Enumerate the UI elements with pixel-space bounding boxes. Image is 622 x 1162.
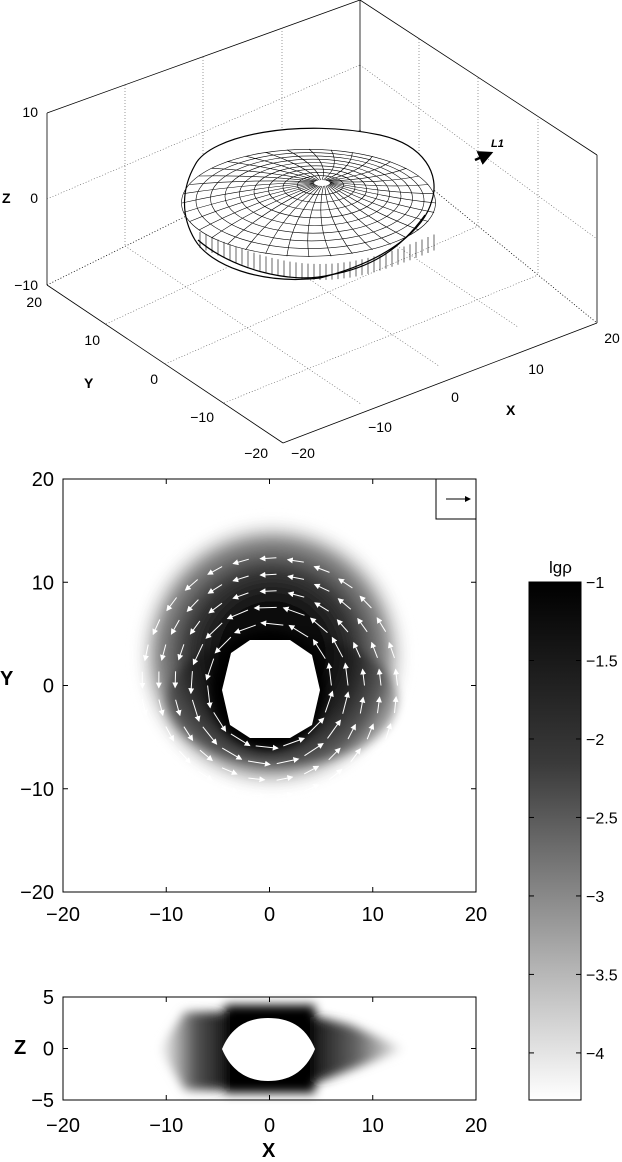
- l1-marker: L1: [475, 138, 504, 160]
- xy-density-panel: −20 −10 0 10 20 20 10 0 −10 −20 Y: [0, 469, 487, 926]
- x-tick-3d: −10: [368, 419, 392, 435]
- colorbar-tick: −2.5: [586, 810, 618, 827]
- density-isosurface: [182, 128, 437, 280]
- velocity-vector: [261, 591, 277, 592]
- x-tick-3d: 20: [604, 330, 620, 346]
- y-tick-3d: −10: [190, 409, 214, 425]
- xy-x-tick: 10: [362, 904, 384, 926]
- xy-y-tick: 0: [43, 676, 54, 698]
- x-axis-label-3d: X: [506, 402, 516, 418]
- xy-x-tick-labels: −20 −10 0 10 20: [46, 904, 487, 926]
- xy-y-tick: 20: [32, 469, 54, 491]
- y-axis-label-3d: Y: [84, 375, 94, 391]
- l1-label: L1: [491, 138, 504, 150]
- colorbar-tick: −4: [586, 1046, 604, 1063]
- reference-arrow-box: [436, 479, 476, 519]
- y-tick-labels-3d: 20 10 0 −10 −20: [26, 294, 268, 461]
- xy-x-tick: 0: [264, 904, 275, 926]
- xz-x-tick-labels: −20 −10 0 10 20: [46, 1115, 487, 1137]
- x-tick-3d: −20: [291, 445, 315, 461]
- xz-x-tick: 20: [465, 1115, 487, 1137]
- z-tick-labels-3d: 10 0 −10: [14, 104, 38, 293]
- z-tick-3d: 0: [30, 190, 38, 206]
- x-tick-3d: 10: [528, 361, 544, 377]
- xz-x-tick: −10: [149, 1115, 183, 1137]
- colorbar-tick: −2: [586, 732, 604, 749]
- xz-x-tick: 10: [362, 1115, 384, 1137]
- xz-y-tick: −5: [31, 1090, 54, 1112]
- xz-y-tick-labels: 5 0 −5: [31, 987, 54, 1112]
- xy-y-axis-label: Y: [0, 668, 14, 690]
- xz-y-tick: 0: [43, 1039, 54, 1061]
- colorbar-tick: −3.5: [586, 967, 618, 984]
- velocity-vector: [255, 607, 277, 608]
- xy-x-tick: −10: [149, 904, 183, 926]
- x-tick-labels-3d: −20 −10 0 10 20: [291, 330, 620, 461]
- xy-y-tick: −10: [20, 779, 54, 801]
- xy-y-tick-labels: 20 10 0 −10 −20: [20, 469, 54, 904]
- y-tick-3d: −20: [244, 445, 268, 461]
- colorbar-label: lgρ: [549, 558, 572, 577]
- velocity-vector: [175, 671, 176, 687]
- x-tick-3d: 0: [451, 389, 459, 405]
- velocity-vector: [249, 812, 265, 813]
- colorbar-tick: −1.5: [586, 653, 618, 670]
- xy-x-tick: 20: [465, 904, 487, 926]
- y-tick-3d: 0: [150, 371, 158, 387]
- xz-x-tick: 0: [264, 1115, 275, 1137]
- y-tick-3d: 20: [26, 294, 42, 310]
- z-tick-3d: −10: [14, 277, 38, 293]
- surface-3d-panel: L1 10 0 −10 20 10 0 −10 −20 −20 −10 0 10 20 Z Y X: [2, 0, 620, 461]
- density-ring: [132, 515, 412, 795]
- xy-y-tick: −20: [20, 882, 54, 904]
- xz-x-tick: −20: [46, 1115, 80, 1137]
- colorbar: lgρ −1 −1.5 −2 −2.5 −3 −3.5 −4: [529, 558, 618, 1100]
- z-tick-3d: 10: [22, 104, 38, 120]
- colorbar-tick: −1: [586, 575, 604, 592]
- z-axis-label-3d: Z: [2, 190, 11, 206]
- xz-density-panel: −20 −10 0 10 20 5 0 −5 Z X: [14, 987, 487, 1157]
- xy-y-tick: 10: [32, 572, 54, 594]
- colorbar-tick: −3: [586, 889, 604, 906]
- xz-y-tick: 5: [43, 987, 54, 1009]
- y-tick-3d: 10: [84, 332, 100, 348]
- xz-x-axis-label: X: [262, 1140, 276, 1157]
- xz-z-axis-label: Z: [14, 1037, 26, 1059]
- xy-x-tick: −20: [46, 904, 80, 926]
